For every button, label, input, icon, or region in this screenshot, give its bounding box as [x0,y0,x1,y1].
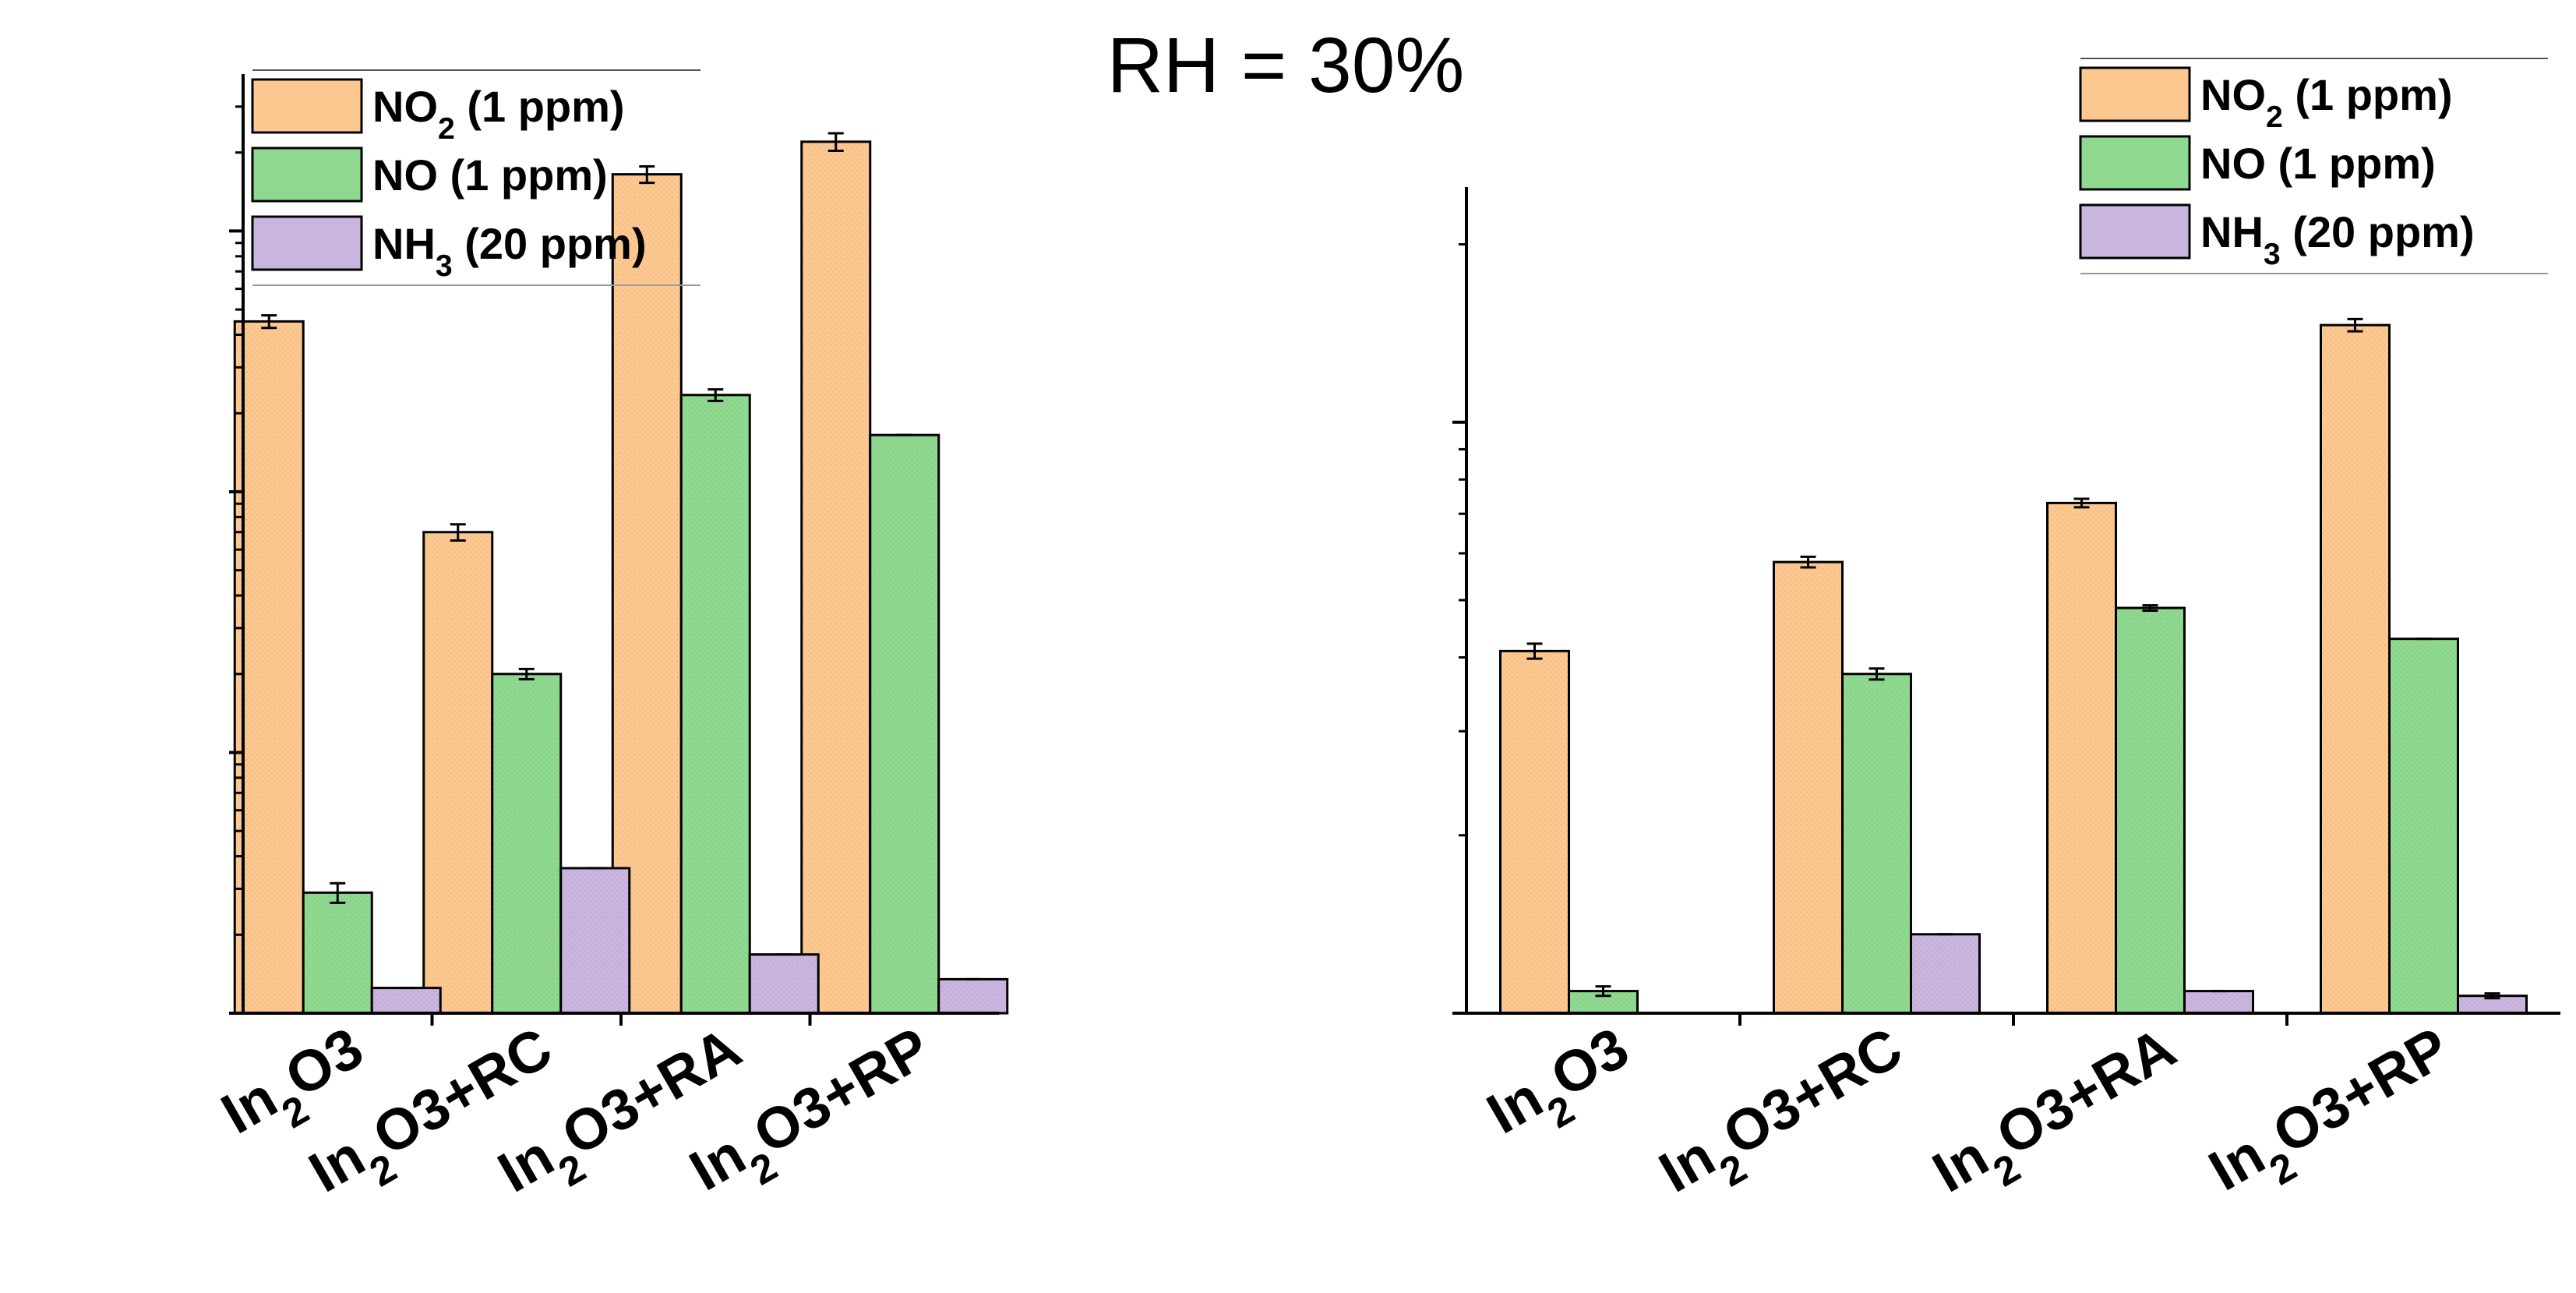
bar-texture [938,979,1007,1013]
bar-texture [2320,325,2390,1013]
bar-texture [2047,503,2116,1013]
bar-texture [560,867,630,1013]
bar-texture [492,673,561,1013]
bar-texture [2389,638,2458,1013]
legend-swatch-no2 [251,78,363,134]
legend-label-no: NO (1 ppm) [2200,139,2436,188]
bar-texture [1842,673,1911,1013]
legend-swatch-no [2079,135,2191,191]
legend-label-no2: NO2 (1 ppm) [2200,70,2453,134]
bar-texture [801,141,870,1013]
bar-texture [1773,562,1843,1013]
x-tick-label: In2O3 [1477,1015,1649,1162]
legend-label-no2: NO2 (1 ppm) [372,82,625,146]
legend-swatch-nh3 [251,215,363,271]
bar-texture [1911,934,1980,1013]
bar-texture [235,321,304,1013]
bar-texture [303,892,372,1013]
legend-swatch-no [251,147,363,203]
bar-texture [681,394,750,1013]
x-tick-label: In2O3+RA [1922,1015,2196,1221]
bar-texture [2458,995,2527,1013]
x-tick-label: In2O3+RC [1649,1015,1922,1221]
figure-title: RH = 30% [1107,22,1465,109]
bar-texture [870,435,939,1013]
x-tick-label: In2O3+RP [2198,1015,2468,1219]
bar-texture [1500,651,1569,1013]
bar-texture [423,532,492,1013]
legend-swatch-no2 [2079,66,2191,122]
legend-swatch-nh3 [2079,203,2191,260]
legend-label-nh3: NH3 (20 ppm) [2200,207,2475,271]
bar-texture [372,987,441,1013]
bar-texture [2115,608,2185,1013]
x-tick-label: In2O3 [210,1015,383,1162]
bar-texture [750,954,819,1013]
bar-texture [2184,991,2253,1013]
legend-label-no: NO (1 ppm) [372,150,608,200]
legend-label-nh3: NH3 (20 ppm) [372,219,647,283]
